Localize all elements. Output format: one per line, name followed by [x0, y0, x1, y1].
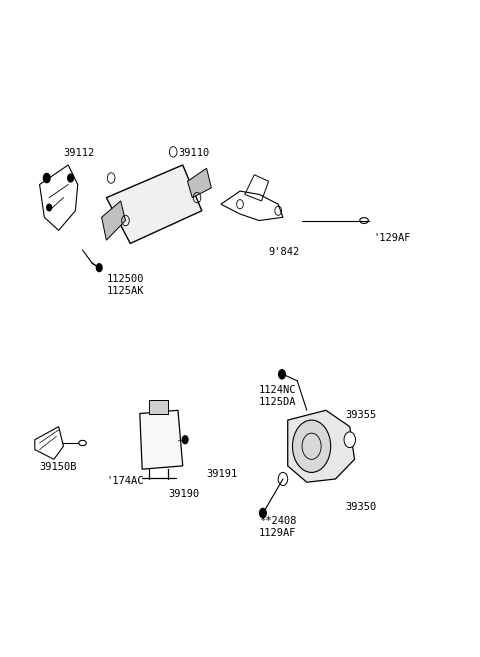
Text: 39150B: 39150B — [39, 463, 77, 472]
Circle shape — [182, 436, 188, 443]
Polygon shape — [102, 201, 125, 240]
Polygon shape — [188, 168, 211, 198]
Circle shape — [43, 173, 50, 183]
Circle shape — [279, 370, 285, 379]
Text: 39355: 39355 — [345, 410, 376, 420]
Text: 39350: 39350 — [345, 502, 376, 512]
Polygon shape — [107, 165, 202, 244]
Bar — [149, 401, 168, 413]
Polygon shape — [140, 410, 183, 469]
Ellipse shape — [360, 217, 368, 223]
Circle shape — [96, 263, 102, 271]
Text: 39112: 39112 — [63, 148, 95, 158]
Ellipse shape — [79, 440, 86, 445]
Circle shape — [260, 509, 266, 518]
Text: '174AC: '174AC — [107, 476, 144, 486]
Text: '129AF: '129AF — [373, 233, 411, 244]
Text: 39190: 39190 — [168, 489, 200, 499]
Circle shape — [47, 204, 51, 211]
Text: 39110: 39110 — [178, 148, 209, 158]
Circle shape — [68, 174, 73, 182]
Polygon shape — [288, 410, 355, 482]
Text: 39191: 39191 — [206, 469, 238, 479]
Text: 112500
1125AK: 112500 1125AK — [107, 274, 144, 296]
Text: 1124NC
1125DA: 1124NC 1125DA — [259, 386, 297, 407]
Circle shape — [292, 420, 331, 472]
Text: **2408
1129AF: **2408 1129AF — [259, 516, 297, 538]
Circle shape — [344, 432, 356, 447]
Text: 9'842: 9'842 — [269, 246, 300, 256]
